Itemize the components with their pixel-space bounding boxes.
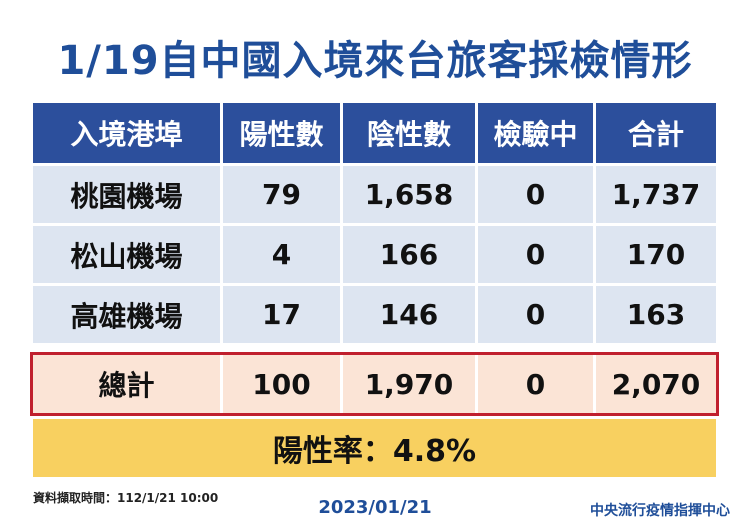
table-cell: 桃園機場 [33,163,223,223]
table-cell: 163 [596,283,716,343]
table-cell: 1,737 [596,163,716,223]
table-row: 松山機場 4 166 0 170 [33,223,716,283]
total-cell: 總計 [33,355,223,413]
total-cell: 100 [223,355,343,413]
table-row: 桃園機場 79 1,658 0 1,737 [33,163,716,223]
table-cell: 0 [478,223,596,283]
table-cell: 166 [343,223,478,283]
header-cell: 檢驗中 [478,103,596,163]
table-cell: 1,658 [343,163,478,223]
total-row-highlight: 總計 100 1,970 0 2,070 [30,352,719,416]
table-cell: 0 [478,163,596,223]
table-cell: 170 [596,223,716,283]
total-row: 總計 100 1,970 0 2,070 [33,355,716,413]
agency-name: 中央流行疫情指揮中心 [590,503,730,519]
total-cell: 2,070 [596,355,716,413]
header-cell: 入境港埠 [33,103,223,163]
page-title: 1/19自中國入境來台旅客採檢情形 [57,38,693,84]
table-cell: 79 [223,163,343,223]
table-cell: 146 [343,283,478,343]
table-cell: 松山機場 [33,223,223,283]
table-cell: 0 [478,283,596,343]
data-table: 入境港埠 陽性數 陰性數 檢驗中 合計 桃園機場 79 1,658 0 1,73… [33,103,716,343]
header-cell: 合計 [596,103,716,163]
publish-date: 2023/01/21 [318,497,432,518]
table-row: 高雄機場 17 146 0 163 [33,283,716,343]
total-cell: 1,970 [343,355,478,413]
table-cell: 高雄機場 [33,283,223,343]
data-source-time: 資料擷取時間：112/1/21 10:00 [33,491,219,505]
table-header-row: 入境港埠 陽性數 陰性數 檢驗中 合計 [33,103,716,163]
positive-rate-banner: 陽性率：4.8% [33,419,716,477]
total-cell: 0 [478,355,596,413]
header-cell: 陰性數 [343,103,478,163]
table-cell: 4 [223,223,343,283]
header-cell: 陽性數 [223,103,343,163]
table-cell: 17 [223,283,343,343]
